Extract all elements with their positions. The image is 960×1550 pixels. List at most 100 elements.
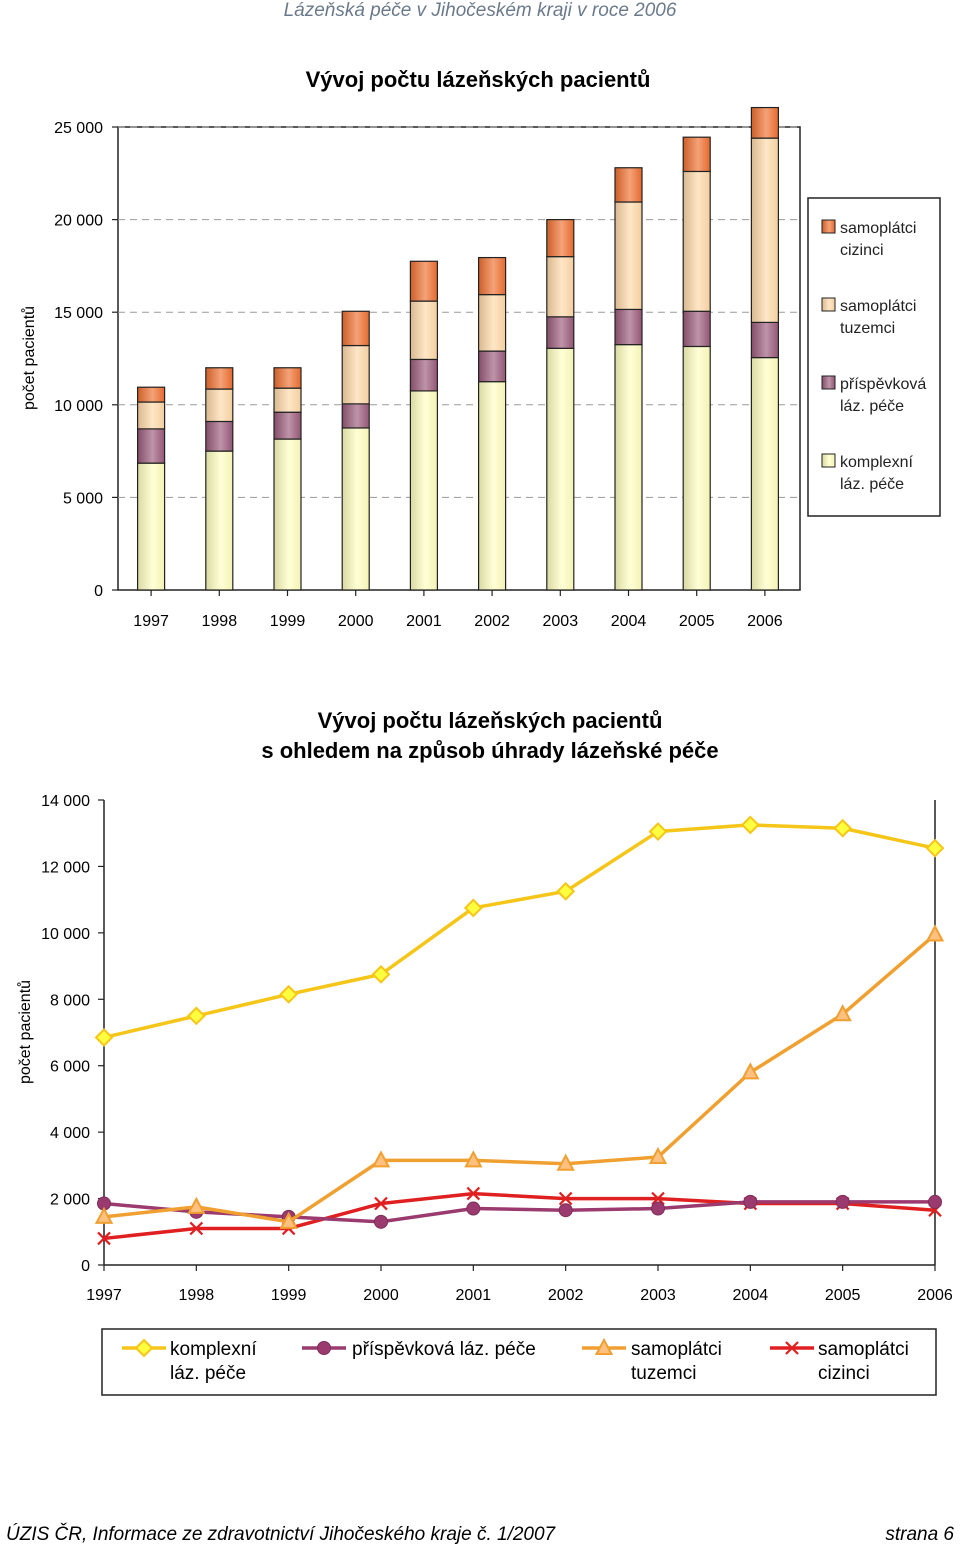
stacked-bar-chart: Vývoj počtu lázeňských pacientů počet pac… [20,67,941,630]
chart1-y-tick-label: 15 000 [54,305,103,322]
chart1-title: Vývoj počtu lázeňských pacientů [306,67,651,92]
chart2-x-tick-label: 2001 [456,1287,492,1304]
chart1-x-tick-label: 2002 [474,613,510,630]
chart2-x-tick-label: 2000 [363,1287,399,1304]
bar-komplexni-laz-pece-1998 [205,450,234,591]
legend-marker-samoplatci-cizinci [785,1341,799,1355]
chart2-y-tick-label: 4 000 [50,1125,90,1142]
point-komplexni-laz-pece-1997 [94,1028,114,1047]
point-komplexni-laz-pece-1998 [186,1006,206,1026]
bar-komplexni-laz-pece-2005 [682,345,711,591]
chart2-y-tick-label: 2 000 [50,1192,90,1209]
point-prispevkova-laz-pece-2002 [558,1203,573,1218]
chart2-y-tick-label: 6 000 [50,1059,90,1076]
bar-samoplatci-cizinci-2005 [682,136,711,173]
chart1-x-tick-label: 2006 [747,613,783,630]
point-prispevkova-laz-pece-2005 [835,1194,850,1209]
point-samoplatci-tuzemci-1998 [187,1196,206,1214]
bar-prispevkova-laz-pece-2001 [409,358,438,392]
point-prispevkova-laz-pece-2000 [374,1214,388,1229]
series-samoplatci-tuzemci [94,924,945,1229]
chart1-x-tick-label: 2000 [338,613,374,630]
point-samoplatci-tuzemci-2006 [925,924,945,942]
bar-komplexni-laz-pece-1997 [137,462,166,591]
point-samoplatci-cizinci-2001 [466,1186,481,1201]
chart1-y-axis-label: počet pacientů [20,306,38,410]
bar-prispevkova-laz-pece-2000 [341,403,370,429]
bar-samoplatci-tuzemci-1999 [273,387,302,413]
legend-marker-komplexni-laz-pece [134,1338,154,1358]
point-komplexni-laz-pece-2006 [925,838,945,858]
point-komplexni-laz-pece-2003 [648,822,668,841]
legend-label-prispevkova-laz-pece: příspěvková [840,376,926,393]
bar-prispevkova-laz-pece-1997 [137,428,166,464]
legend-label-samoplatci-tuzemci: tuzemci [631,1363,696,1384]
point-prispevkova-laz-pece-2001 [466,1201,481,1216]
chart1-x-tick-label: 1999 [270,613,306,630]
chart1-x-tick-label: 1997 [133,613,169,630]
chart1-x-tick-label: 2005 [679,613,715,630]
legend-swatch-prispevkova-laz-pece [821,375,836,390]
legend-label-samoplatci-cizinci: cizinci [818,1363,870,1384]
chart1-y-tick-label: 20 000 [54,213,103,230]
point-samoplatci-tuzemci-1997 [94,1206,114,1224]
chart2-y-tick-label: 0 [81,1258,90,1275]
bar-komplexni-laz-pece-2004 [614,344,643,591]
chart2-legend [101,1328,937,1396]
bar-samoplatci-tuzemci-1997 [137,401,166,430]
bar-samoplatci-tuzemci-1998 [205,388,234,423]
point-prispevkova-laz-pece-2004 [743,1194,758,1209]
bar-samoplatci-tuzemci-2000 [341,344,370,405]
line-samoplatci-tuzemci [103,933,937,1224]
line-chart: Vývoj počtu lázeňských pacientů s ohledem… [16,708,953,1396]
chart2-x-tick-label: 2006 [917,1287,953,1304]
legend-swatch-samoplatci-tuzemci [821,297,836,312]
legend-label-samoplatci-cizinci: samoplátci [840,220,916,237]
legend-label-samoplatci-cizinci: samoplátci [818,1339,909,1360]
point-komplexni-laz-pece-2000 [371,964,391,984]
chart2-title: s ohledem na způsob úhrady lázeňské péče [261,738,718,763]
chart1-y-tick-label: 5 000 [63,490,103,507]
bar-samoplatci-cizinci-2000 [341,310,370,347]
chart2-x-tick-label: 1997 [86,1287,122,1304]
legend-marker-prispevkova-laz-pece [317,1341,331,1355]
chart2-x-tick-label: 2004 [733,1287,769,1304]
chart1-x-tick-label: 2001 [406,613,442,630]
legend-swatch-komplexni-laz-pece [821,453,836,468]
legend-label-komplexni-laz-pece: láz. péče [840,476,904,493]
bar-samoplatci-tuzemci-2001 [409,300,438,361]
bar-komplexni-laz-pece-1999 [273,438,302,591]
point-komplexni-laz-pece-1999 [279,984,299,1004]
bar-prispevkova-laz-pece-1998 [205,420,234,452]
chart1-y-tick-label: 25 000 [54,120,103,137]
page-footer: ÚZIS ČR, Informace ze zdravotnictví Jiho… [0,1524,960,1550]
footer-source: ÚZIS ČR, Informace ze zdravotnictví Jiho… [6,1524,556,1545]
point-samoplatci-tuzemci-2001 [464,1150,483,1168]
bar-komplexni-laz-pece-2003 [546,347,575,591]
point-prispevkova-laz-pece-2006 [928,1194,942,1209]
chart2-x-tick-label: 1999 [271,1287,307,1304]
bar-prispevkova-laz-pece-1999 [273,411,302,440]
point-komplexni-laz-pece-2005 [833,818,853,838]
point-komplexni-laz-pece-2001 [463,898,483,918]
point-samoplatci-cizinci-2000 [374,1196,388,1211]
legend-swatch-samoplatci-cizinci [821,219,836,234]
bar-prispevkova-laz-pece-2005 [682,310,711,348]
bar-samoplatci-cizinci-2003 [546,219,575,258]
legend-label-samoplatci-tuzemci: samoplátci [840,298,916,315]
legend-label-samoplatci-tuzemci: samoplátci [631,1339,722,1360]
bar-samoplatci-cizinci-1999 [273,367,302,389]
bar-samoplatci-tuzemci-2005 [682,170,711,312]
bar-prispevkova-laz-pece-2002 [478,350,507,383]
bar-samoplatci-cizinci-1998 [205,367,234,390]
series-komplexni-laz-pece [94,815,945,1047]
bar-prispevkova-laz-pece-2004 [614,308,643,346]
point-komplexni-laz-pece-2002 [556,881,576,901]
chart1-y-tick-label: 0 [94,583,103,600]
legend-label-prispevkova-laz-pece: láz. péče [840,398,904,415]
chart2-y-tick-label: 12 000 [41,859,90,876]
chart2-y-tick-label: 14 000 [41,793,90,810]
bar-komplexni-laz-pece-2001 [409,390,438,591]
bar-komplexni-laz-pece-2002 [478,381,507,591]
chart2-x-tick-label: 2003 [640,1287,676,1304]
